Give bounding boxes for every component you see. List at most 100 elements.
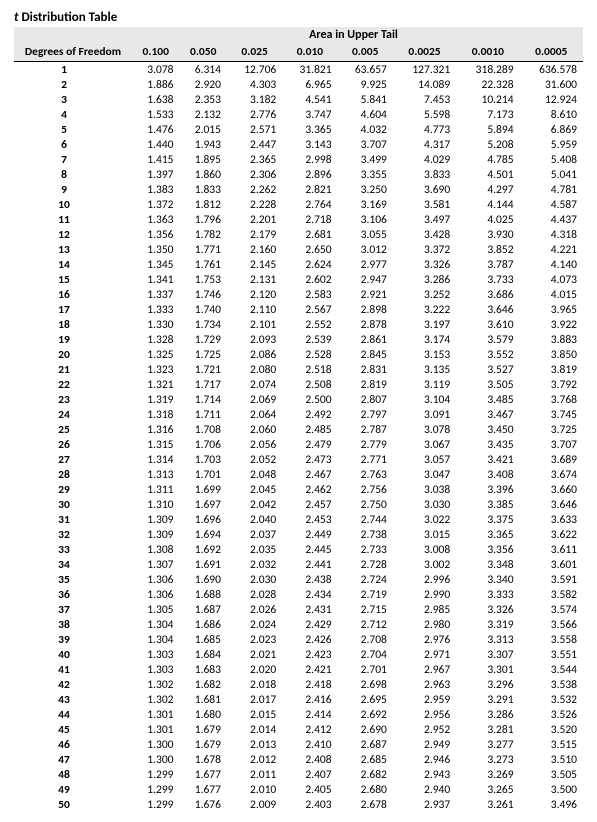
value-cell: 1.796 bbox=[179, 212, 226, 227]
value-cell: 3.296 bbox=[456, 677, 519, 692]
value-cell: 3.579 bbox=[456, 332, 519, 347]
value-cell: 2.416 bbox=[282, 692, 337, 707]
value-cell: 2.028 bbox=[227, 587, 282, 602]
value-cell: 3.527 bbox=[456, 362, 519, 377]
alpha-header: 0.0010 bbox=[456, 43, 519, 62]
value-cell: 1.746 bbox=[179, 287, 226, 302]
value-cell: 1.306 bbox=[132, 572, 179, 587]
value-cell: 2.014 bbox=[227, 722, 282, 737]
value-cell: 1.372 bbox=[132, 197, 179, 212]
value-cell: 31.821 bbox=[282, 62, 337, 78]
value-cell: 3.356 bbox=[456, 542, 519, 557]
value-cell: 1.476 bbox=[132, 122, 179, 137]
value-cell: 2.405 bbox=[282, 782, 337, 797]
value-cell: 3.428 bbox=[393, 227, 456, 242]
value-cell: 2.698 bbox=[338, 677, 393, 692]
value-cell: 2.021 bbox=[227, 647, 282, 662]
df-cell: 42 bbox=[14, 677, 132, 692]
value-cell: 2.407 bbox=[282, 767, 337, 782]
value-cell: 2.715 bbox=[338, 602, 393, 617]
value-cell: 4.604 bbox=[338, 107, 393, 122]
value-cell: 1.683 bbox=[179, 662, 226, 677]
value-cell: 3.552 bbox=[456, 347, 519, 362]
value-cell: 2.045 bbox=[227, 482, 282, 497]
value-cell: 1.696 bbox=[179, 512, 226, 527]
value-cell: 1.318 bbox=[132, 407, 179, 422]
alpha-header: 0.0025 bbox=[393, 43, 456, 62]
value-cell: 31.600 bbox=[520, 77, 583, 92]
value-cell: 2.434 bbox=[282, 587, 337, 602]
value-cell: 3.566 bbox=[520, 617, 583, 632]
table-row: 61.4401.9432.4473.1433.7074.3175.2085.95… bbox=[14, 137, 583, 152]
value-cell: 2.201 bbox=[227, 212, 282, 227]
value-cell: 3.544 bbox=[520, 662, 583, 677]
df-cell: 14 bbox=[14, 257, 132, 272]
value-cell: 1.341 bbox=[132, 272, 179, 287]
value-cell: 2.980 bbox=[393, 617, 456, 632]
value-cell: 1.440 bbox=[132, 137, 179, 152]
value-cell: 2.779 bbox=[338, 437, 393, 452]
value-cell: 3.646 bbox=[520, 497, 583, 512]
value-cell: 1.691 bbox=[179, 557, 226, 572]
table-row: 51.4762.0152.5713.3654.0324.7735.8946.86… bbox=[14, 122, 583, 137]
value-cell: 2.952 bbox=[393, 722, 456, 737]
value-cell: 3.485 bbox=[456, 392, 519, 407]
value-cell: 2.011 bbox=[227, 767, 282, 782]
value-cell: 3.104 bbox=[393, 392, 456, 407]
value-cell: 3.261 bbox=[456, 797, 519, 812]
value-cell: 3.091 bbox=[393, 407, 456, 422]
value-cell: 3.520 bbox=[520, 722, 583, 737]
value-cell: 2.441 bbox=[282, 557, 337, 572]
df-cell: 40 bbox=[14, 647, 132, 662]
value-cell: 2.030 bbox=[227, 572, 282, 587]
value-cell: 1.699 bbox=[179, 482, 226, 497]
value-cell: 1.681 bbox=[179, 692, 226, 707]
value-cell: 1.714 bbox=[179, 392, 226, 407]
value-cell: 6.869 bbox=[520, 122, 583, 137]
value-cell: 3.646 bbox=[456, 302, 519, 317]
value-cell: 2.479 bbox=[282, 437, 337, 452]
df-cell: 34 bbox=[14, 557, 132, 572]
value-cell: 4.032 bbox=[338, 122, 393, 137]
value-cell: 2.539 bbox=[282, 332, 337, 347]
value-cell: 2.949 bbox=[393, 737, 456, 752]
value-cell: 3.250 bbox=[338, 182, 393, 197]
df-cell: 22 bbox=[14, 377, 132, 392]
value-cell: 2.943 bbox=[393, 767, 456, 782]
value-cell: 2.040 bbox=[227, 512, 282, 527]
value-cell: 2.026 bbox=[227, 602, 282, 617]
value-cell: 1.687 bbox=[179, 602, 226, 617]
value-cell: 2.457 bbox=[282, 497, 337, 512]
value-cell: 2.013 bbox=[227, 737, 282, 752]
value-cell: 3.581 bbox=[393, 197, 456, 212]
value-cell: 1.638 bbox=[132, 92, 179, 107]
value-cell: 3.047 bbox=[393, 467, 456, 482]
value-cell: 3.768 bbox=[520, 392, 583, 407]
value-cell: 1.301 bbox=[132, 722, 179, 737]
df-cell: 4 bbox=[14, 107, 132, 122]
table-row: 211.3231.7212.0802.5182.8313.1353.5273.8… bbox=[14, 362, 583, 377]
value-cell: 3.067 bbox=[393, 437, 456, 452]
table-row: 151.3411.7532.1312.6022.9473.2863.7334.0… bbox=[14, 272, 583, 287]
value-cell: 1.812 bbox=[179, 197, 226, 212]
df-cell: 28 bbox=[14, 467, 132, 482]
value-cell: 2.518 bbox=[282, 362, 337, 377]
value-cell: 2.015 bbox=[179, 122, 226, 137]
value-cell: 3.135 bbox=[393, 362, 456, 377]
value-cell: 4.318 bbox=[520, 227, 583, 242]
value-cell: 3.582 bbox=[520, 587, 583, 602]
df-cell: 36 bbox=[14, 587, 132, 602]
df-cell: 35 bbox=[14, 572, 132, 587]
value-cell: 2.708 bbox=[338, 632, 393, 647]
value-cell: 1.676 bbox=[179, 797, 226, 812]
value-cell: 1.678 bbox=[179, 752, 226, 767]
value-cell: 2.353 bbox=[179, 92, 226, 107]
df-cell: 27 bbox=[14, 452, 132, 467]
value-cell: 636.578 bbox=[520, 62, 583, 78]
value-cell: 2.015 bbox=[227, 707, 282, 722]
df-cell: 5 bbox=[14, 122, 132, 137]
value-cell: 2.763 bbox=[338, 467, 393, 482]
df-cell: 33 bbox=[14, 542, 132, 557]
value-cell: 1.753 bbox=[179, 272, 226, 287]
value-cell: 2.438 bbox=[282, 572, 337, 587]
